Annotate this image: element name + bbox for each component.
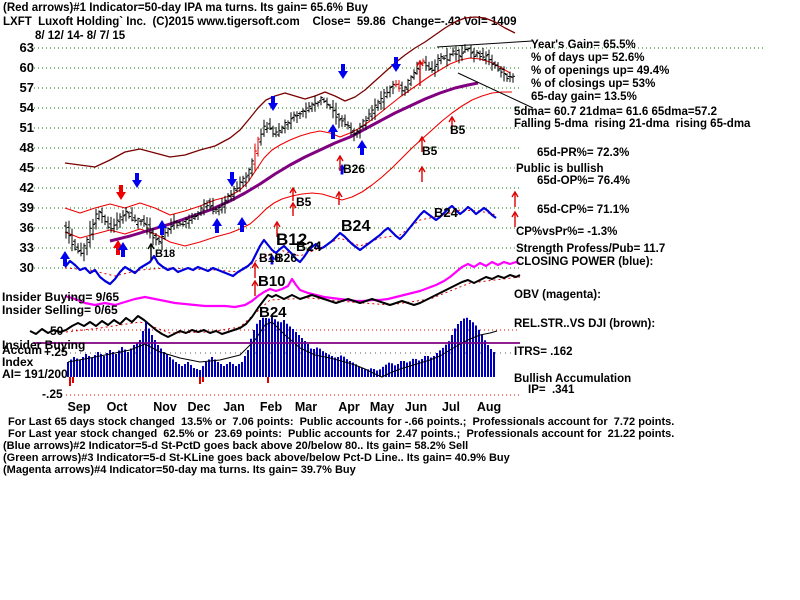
month-label: Nov xyxy=(153,400,177,414)
signal-label: B5 xyxy=(450,123,466,137)
price-tick-label: 60 xyxy=(19,60,34,75)
stats-line: 65d-PR%= 72.3% xyxy=(537,147,630,159)
blue-signal-arrow-down xyxy=(227,172,237,187)
blue-signal-arrow-down xyxy=(268,96,278,111)
price-tick-label: 54 xyxy=(19,100,34,115)
month-label: Mar xyxy=(294,400,318,414)
signal-label: B24 xyxy=(434,205,458,220)
footer-line: (Magenta arrows)#4 Indicator=50-day ma t… xyxy=(3,464,356,476)
blue-signal-arrow-up xyxy=(157,220,167,235)
insider-label: Accum xyxy=(2,343,43,357)
indicator1-legend: (Red arrows)#1 Indicator=50-day IPA ma t… xyxy=(3,2,368,14)
footer-line: (Green arrows)#3 Indicator=5-d St-KLine … xyxy=(3,452,510,464)
blue-signal-arrow-up xyxy=(237,217,247,232)
signal-label: B18 xyxy=(155,248,176,260)
footer-line: For Last 65 days stock changed 13.5% or … xyxy=(8,416,675,428)
signal-label: B5 xyxy=(296,195,312,209)
signal-label: B10 xyxy=(259,251,282,265)
blue-signal-arrow-up xyxy=(268,254,276,265)
signal-label: B5 xyxy=(422,144,438,158)
date-range: 8/ 12/ 14- 8/ 7/ 15 xyxy=(35,30,126,42)
price-tick-label: 48 xyxy=(19,140,34,155)
signal-label: B12 xyxy=(276,230,308,249)
stats-line: 65-day gain= 13.5% xyxy=(531,91,637,103)
stats-line: IP= .341 xyxy=(528,384,575,396)
insider-label: Insider Selling= 0/65 xyxy=(2,303,118,317)
stats-line: ITRS= .162 xyxy=(514,346,573,358)
month-label: Jul xyxy=(441,400,461,414)
price-tick-label: 42 xyxy=(19,180,34,195)
stats-line: % of closings up= 53% xyxy=(531,78,656,90)
price-tick-label: 45 xyxy=(19,160,34,175)
signal-label: B26 xyxy=(275,251,298,265)
blue-signal-arrow-up xyxy=(338,164,346,175)
month-label: Feb xyxy=(259,400,283,414)
month-label: Oct xyxy=(106,400,128,414)
stats-line: % of days up= 52.6% xyxy=(531,52,645,64)
signal-label: B24 xyxy=(296,238,322,254)
stats-line: CP%vsPr%= -1.3% xyxy=(516,226,618,238)
insider-label: Insider Buying= 9/65 xyxy=(2,290,120,304)
insider-label: Index xyxy=(2,355,34,369)
footer-line: (Blue arrows)#2 Indicator=5-d St-PctD go… xyxy=(3,440,469,452)
blue-signal-arrow-up xyxy=(328,124,338,139)
blue-signal-arrow-down xyxy=(132,173,142,188)
insider-label: AI= 191/200 xyxy=(2,367,68,381)
blue-signal-arrow-up xyxy=(60,251,70,266)
insider-label: 50 xyxy=(50,324,64,338)
signal-label: B10 xyxy=(258,273,286,290)
month-label: Jan xyxy=(223,400,245,414)
month-label: Aug xyxy=(476,400,502,414)
signal-label: B24 xyxy=(341,218,371,235)
stats-line: OBV (magenta): xyxy=(514,289,601,301)
stats-line: Falling 5-dma rising 21-dma rising 65-dm… xyxy=(514,118,751,130)
month-label: Jun xyxy=(404,400,428,414)
price-tick-label: 39 xyxy=(19,200,34,215)
stats-line: 65d-OP%= 76.4% xyxy=(537,175,631,187)
insider-label: Insider Buying xyxy=(2,338,86,352)
price-tick-label: 36 xyxy=(19,220,34,235)
month-label: Apr xyxy=(338,400,360,414)
blue-signal-arrow-down xyxy=(338,64,348,79)
stats-line: Strength Profess/Pub= 11.7 xyxy=(516,243,666,255)
month-label: Sep xyxy=(67,400,91,414)
stats-line: CLOSING POWER (blue): xyxy=(516,256,654,268)
insider-label: +.25 xyxy=(44,345,68,359)
price-tick-label: 51 xyxy=(19,120,34,135)
red-signal-arrow-down xyxy=(116,185,126,200)
signal-label: B24 xyxy=(259,304,287,321)
blue-signal-arrow-up xyxy=(118,242,128,257)
stats-line: Public is bullish xyxy=(516,163,604,175)
stats-line: Year's Gain= 65.5% xyxy=(531,39,636,51)
price-tick-label: 33 xyxy=(19,240,34,255)
month-label: May xyxy=(369,400,395,414)
price-tick-label: 30 xyxy=(19,260,34,275)
blue-signal-arrow-up xyxy=(212,218,222,233)
stats-line: 65d-CP%= 71.1% xyxy=(537,204,630,216)
red-signal-arrow-up xyxy=(113,240,123,255)
stats-line: % of openings up= 49.4% xyxy=(531,65,670,77)
stats-line: REL.STR..VS DJI (brown): xyxy=(514,318,656,330)
price-tick-label: 63 xyxy=(19,40,34,55)
price-tick-label: 57 xyxy=(19,80,34,95)
blue-signal-arrow-down xyxy=(391,57,401,72)
month-label: Dec xyxy=(187,400,211,414)
ticker-title-line: LXFT Luxoft Holding` Inc. (C)2015 www.ti… xyxy=(3,16,517,28)
signal-label: B26 xyxy=(343,162,366,176)
stats-line: Bullish Accumulation xyxy=(514,373,632,385)
footer-line: For Last year stock changed 62.5% or 23.… xyxy=(8,428,675,440)
stats-line: 5dma= 60.7 21dma= 61.6 65dma=57.2 xyxy=(514,106,717,118)
insider-label: -.25 xyxy=(42,387,63,401)
blue-signal-arrow-up xyxy=(357,140,367,155)
